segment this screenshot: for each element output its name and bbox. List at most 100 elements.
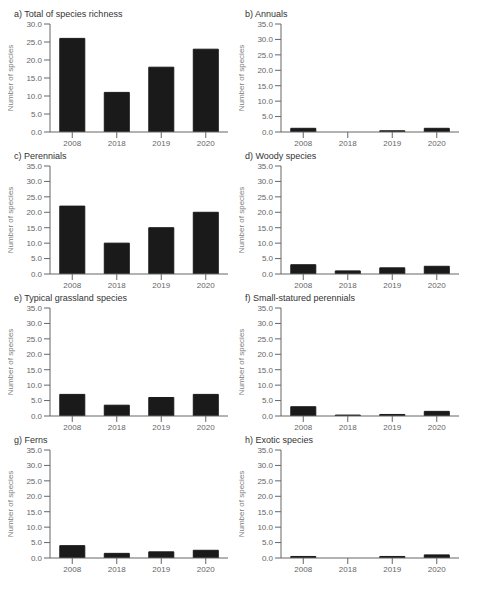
svg-text:2019: 2019 <box>383 139 401 148</box>
svg-text:2008: 2008 <box>63 281 81 290</box>
svg-text:2008: 2008 <box>294 423 312 432</box>
svg-text:2020: 2020 <box>428 281 446 290</box>
svg-text:15.0: 15.0 <box>257 366 273 375</box>
svg-text:15.0: 15.0 <box>26 74 42 83</box>
svg-text:5.0: 5.0 <box>262 396 274 405</box>
svg-text:30.0: 30.0 <box>26 20 42 29</box>
svg-text:25.0: 25.0 <box>26 193 42 202</box>
svg-text:2018: 2018 <box>339 281 357 290</box>
svg-text:30.0: 30.0 <box>26 177 42 186</box>
svg-text:25.0: 25.0 <box>26 335 42 344</box>
svg-text:5.0: 5.0 <box>262 538 274 547</box>
svg-text:0.0: 0.0 <box>31 554 43 563</box>
svg-text:0.0: 0.0 <box>262 412 274 421</box>
svg-text:20.0: 20.0 <box>257 492 273 501</box>
svg-text:10.0: 10.0 <box>26 523 42 532</box>
svg-text:5.0: 5.0 <box>31 396 43 405</box>
svg-text:2008: 2008 <box>294 139 312 148</box>
svg-text:5.0: 5.0 <box>31 254 43 263</box>
svg-text:10.0: 10.0 <box>257 239 273 248</box>
svg-text:15.0: 15.0 <box>257 224 273 233</box>
svg-text:20.0: 20.0 <box>26 492 42 501</box>
svg-text:2018: 2018 <box>108 565 126 574</box>
svg-text:2019: 2019 <box>152 565 170 574</box>
svg-text:Number of species: Number of species <box>239 471 246 538</box>
svg-text:15.0: 15.0 <box>257 82 273 91</box>
svg-text:10.0: 10.0 <box>26 92 42 101</box>
svg-text:35.0: 35.0 <box>257 20 273 29</box>
svg-text:20.0: 20.0 <box>26 350 42 359</box>
svg-text:2018: 2018 <box>339 565 357 574</box>
svg-text:25.0: 25.0 <box>26 477 42 486</box>
svg-text:2018: 2018 <box>339 139 357 148</box>
svg-text:10.0: 10.0 <box>257 381 273 390</box>
svg-text:Number of species: Number of species <box>8 187 15 254</box>
svg-text:30.0: 30.0 <box>257 461 273 470</box>
svg-text:2020: 2020 <box>428 423 446 432</box>
svg-text:20.0: 20.0 <box>26 208 42 217</box>
svg-text:2008: 2008 <box>63 423 81 432</box>
svg-text:10.0: 10.0 <box>257 523 273 532</box>
svg-text:2018: 2018 <box>339 423 357 432</box>
svg-text:2020: 2020 <box>197 139 215 148</box>
svg-text:25.0: 25.0 <box>257 477 273 486</box>
svg-text:35.0: 35.0 <box>26 304 42 313</box>
svg-text:30.0: 30.0 <box>257 319 273 328</box>
svg-text:2019: 2019 <box>152 281 170 290</box>
svg-text:2018: 2018 <box>108 281 126 290</box>
svg-text:15.0: 15.0 <box>26 508 42 517</box>
svg-text:Number of species: Number of species <box>239 45 246 112</box>
svg-text:2008: 2008 <box>63 565 81 574</box>
svg-text:20.0: 20.0 <box>257 350 273 359</box>
svg-text:10.0: 10.0 <box>257 97 273 106</box>
svg-text:0.0: 0.0 <box>31 270 43 279</box>
svg-text:15.0: 15.0 <box>26 224 42 233</box>
svg-text:0.0: 0.0 <box>262 128 274 137</box>
svg-text:2020: 2020 <box>428 139 446 148</box>
svg-text:0.0: 0.0 <box>31 412 43 421</box>
svg-text:2018: 2018 <box>108 423 126 432</box>
svg-text:20.0: 20.0 <box>257 66 273 75</box>
svg-text:25.0: 25.0 <box>257 335 273 344</box>
svg-text:5.0: 5.0 <box>31 110 43 119</box>
svg-text:35.0: 35.0 <box>26 162 42 171</box>
svg-text:10.0: 10.0 <box>26 381 42 390</box>
svg-text:0.0: 0.0 <box>31 128 43 137</box>
svg-text:Number of species: Number of species <box>8 45 15 112</box>
svg-text:20.0: 20.0 <box>257 208 273 217</box>
svg-text:Number of species: Number of species <box>8 471 15 538</box>
svg-text:0.0: 0.0 <box>262 554 274 563</box>
svg-text:15.0: 15.0 <box>26 366 42 375</box>
svg-text:0.0: 0.0 <box>262 270 274 279</box>
svg-text:2019: 2019 <box>152 423 170 432</box>
svg-text:5.0: 5.0 <box>262 254 274 263</box>
svg-text:2020: 2020 <box>428 565 446 574</box>
svg-text:20.0: 20.0 <box>26 56 42 65</box>
svg-text:Number of species: Number of species <box>239 329 246 396</box>
svg-text:2008: 2008 <box>294 281 312 290</box>
svg-text:15.0: 15.0 <box>257 508 273 517</box>
svg-text:30.0: 30.0 <box>257 35 273 44</box>
svg-text:2020: 2020 <box>197 565 215 574</box>
svg-text:2020: 2020 <box>197 281 215 290</box>
svg-text:30.0: 30.0 <box>26 461 42 470</box>
svg-text:2019: 2019 <box>383 281 401 290</box>
svg-text:2008: 2008 <box>294 565 312 574</box>
svg-text:25.0: 25.0 <box>257 51 273 60</box>
svg-text:25.0: 25.0 <box>257 193 273 202</box>
svg-text:35.0: 35.0 <box>26 446 42 455</box>
svg-text:35.0: 35.0 <box>257 162 273 171</box>
svg-text:2019: 2019 <box>383 565 401 574</box>
svg-text:2020: 2020 <box>197 423 215 432</box>
svg-text:2018: 2018 <box>108 139 126 148</box>
svg-text:2008: 2008 <box>63 139 81 148</box>
svg-text:2019: 2019 <box>383 423 401 432</box>
svg-text:25.0: 25.0 <box>26 38 42 47</box>
svg-text:2019: 2019 <box>152 139 170 148</box>
svg-text:30.0: 30.0 <box>26 319 42 328</box>
svg-text:5.0: 5.0 <box>31 538 43 547</box>
svg-text:30.0: 30.0 <box>257 177 273 186</box>
svg-text:Number of species: Number of species <box>239 187 246 254</box>
svg-text:10.0: 10.0 <box>26 239 42 248</box>
svg-text:35.0: 35.0 <box>257 446 273 455</box>
